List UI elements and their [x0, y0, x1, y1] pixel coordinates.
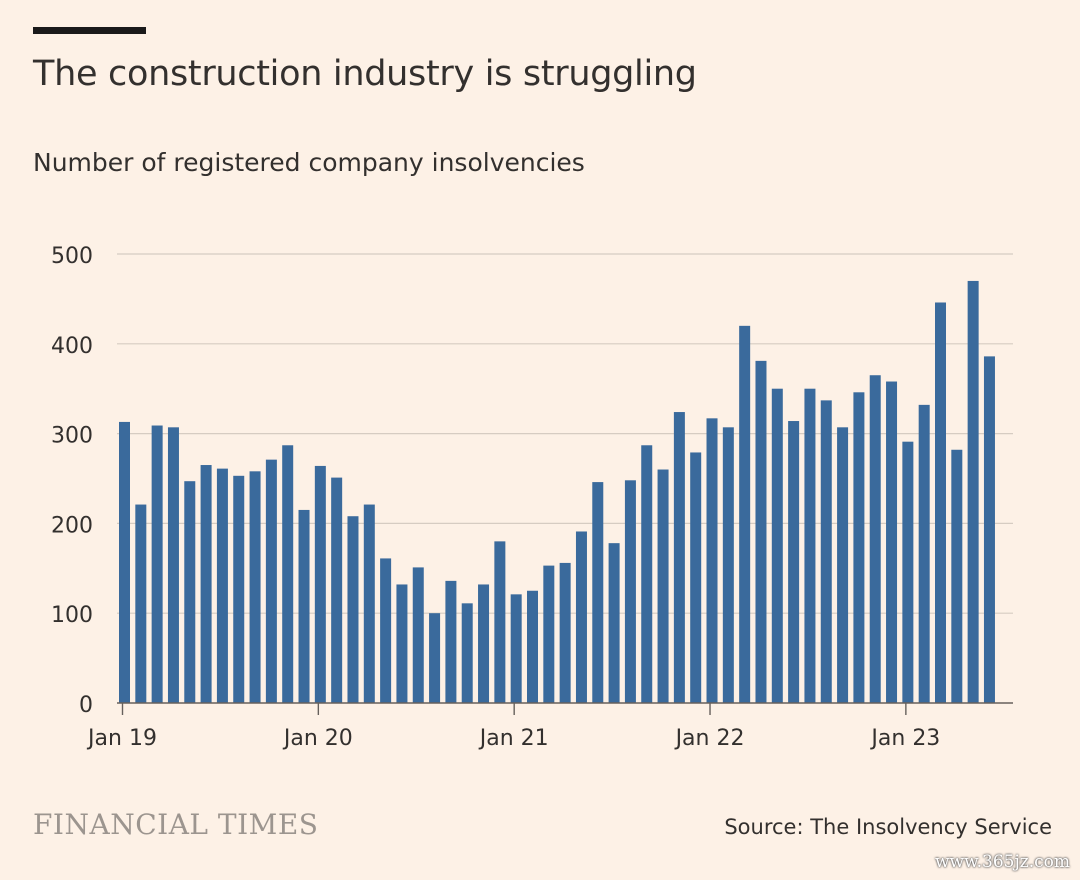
- bar-2019-11: [282, 445, 294, 703]
- bar-2022-07: [804, 388, 816, 703]
- watermark: www.365jz.com: [935, 852, 1070, 872]
- y-tick-label: 300: [51, 424, 93, 449]
- bar-2022-04: [755, 360, 767, 703]
- x-tick-label: Jan 22: [674, 726, 745, 751]
- bar-2020-05: [380, 558, 392, 703]
- bar-2020-08: [429, 613, 441, 703]
- x-tick-label: Jan 19: [86, 726, 157, 751]
- bar-2021-09: [641, 445, 653, 703]
- bar-2019-07: [216, 468, 228, 703]
- chart-title: The construction industry is struggling: [33, 54, 697, 94]
- bar-2022-09: [837, 427, 849, 703]
- source-note: Source: The Insolvency Service: [724, 815, 1052, 839]
- bar-2021-03: [543, 565, 555, 703]
- x-tick-label: Jan 21: [478, 726, 549, 751]
- bar-2021-10: [657, 469, 669, 703]
- bar-2023-05: [967, 280, 979, 703]
- bar-2020-07: [412, 567, 424, 703]
- bar-2019-10: [265, 459, 277, 703]
- bar-2019-09: [249, 471, 261, 703]
- bar-2022-06: [788, 421, 800, 703]
- bar-2021-08: [624, 480, 636, 703]
- y-tick-label: 0: [79, 693, 93, 718]
- y-tick-label: 100: [51, 603, 93, 628]
- y-tick-label: 200: [51, 513, 93, 538]
- bar-2022-02: [722, 427, 734, 703]
- bar-2019-12: [298, 509, 310, 703]
- bar-2022-08: [820, 400, 832, 703]
- financial-times-logo: FINANCIAL TIMES: [33, 808, 319, 841]
- bar-2020-12: [494, 541, 506, 703]
- bar-2023-01: [902, 441, 914, 703]
- bar-2019-06: [200, 465, 212, 703]
- bar-2022-01: [706, 418, 718, 703]
- bar-2020-04: [363, 504, 375, 703]
- x-tick-label: Jan 23: [869, 726, 940, 751]
- bar-2020-03: [347, 516, 359, 703]
- bar-2020-11: [478, 584, 490, 703]
- bars: [119, 280, 995, 703]
- bar-2019-08: [233, 475, 245, 703]
- bar-2022-10: [853, 392, 865, 703]
- bar-2021-11: [673, 412, 685, 703]
- bar-2019-03: [151, 425, 163, 703]
- bar-2022-05: [771, 388, 783, 703]
- bar-2019-04: [167, 427, 179, 703]
- bar-2021-02: [527, 590, 538, 703]
- y-tick-label: 500: [51, 244, 93, 269]
- bar-2020-02: [331, 477, 343, 703]
- bar-2021-06: [592, 482, 604, 703]
- bar-2022-11: [869, 375, 881, 703]
- bar-2022-03: [739, 325, 751, 703]
- chart-subtitle: Number of registered company insolvencie…: [33, 148, 585, 177]
- bar-2023-06: [983, 356, 995, 703]
- bar-2019-01: [119, 421, 130, 703]
- bar-2021-07: [608, 543, 620, 703]
- bar-2022-12: [886, 381, 898, 703]
- bar-2021-05: [575, 531, 587, 703]
- bar-2021-12: [690, 452, 702, 703]
- bar-2019-05: [184, 481, 196, 703]
- y-tick-label: 400: [51, 334, 93, 359]
- bar-2019-02: [135, 504, 147, 703]
- bar-2020-06: [396, 584, 408, 703]
- bar-2020-01: [314, 465, 326, 703]
- axes: 0 100 200 300 400 500 Jan 19 Jan 20 Jan 21 Jan 22…: [51, 244, 1013, 751]
- bar-2021-04: [559, 562, 571, 703]
- bar-2023-02: [918, 404, 930, 703]
- bar-2021-01: [510, 594, 522, 703]
- bar-2020-09: [445, 580, 457, 703]
- bar-2023-03: [935, 302, 946, 703]
- x-tick-label: Jan 20: [282, 726, 353, 751]
- ft-title-rule: [33, 27, 146, 34]
- bar-2020-10: [461, 603, 473, 703]
- bar-2023-04: [951, 449, 963, 703]
